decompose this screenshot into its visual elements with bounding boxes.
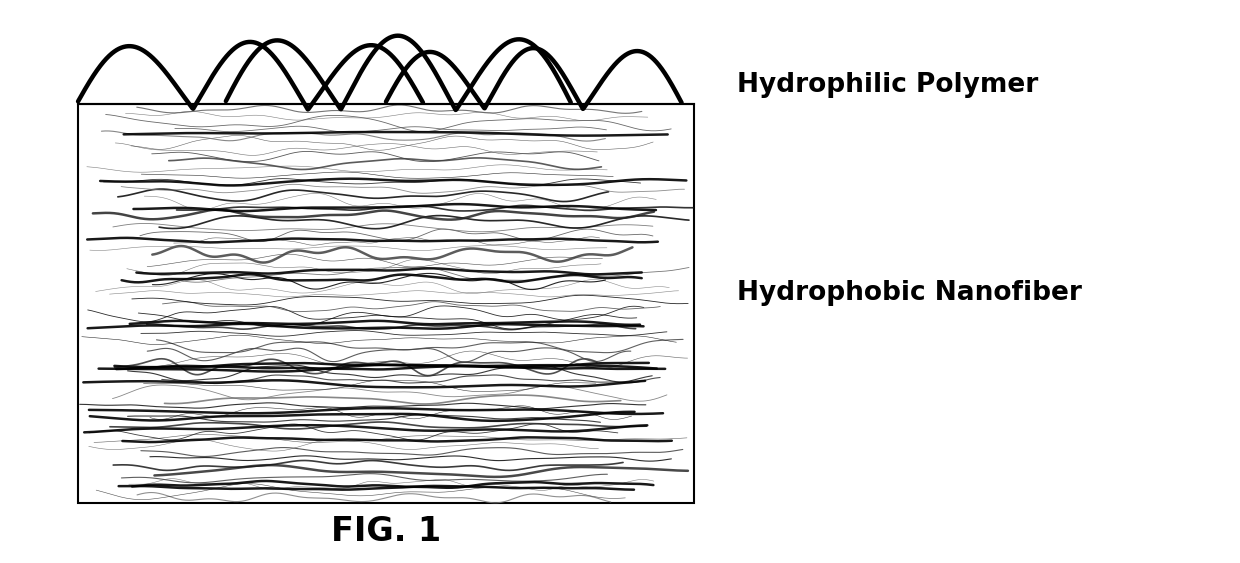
Text: FIG. 1: FIG. 1 (331, 515, 441, 548)
Text: Hydrophobic Nanofiber: Hydrophobic Nanofiber (737, 280, 1081, 306)
Bar (78, 104, 694, 503)
Text: Hydrophilic Polymer: Hydrophilic Polymer (737, 72, 1038, 97)
